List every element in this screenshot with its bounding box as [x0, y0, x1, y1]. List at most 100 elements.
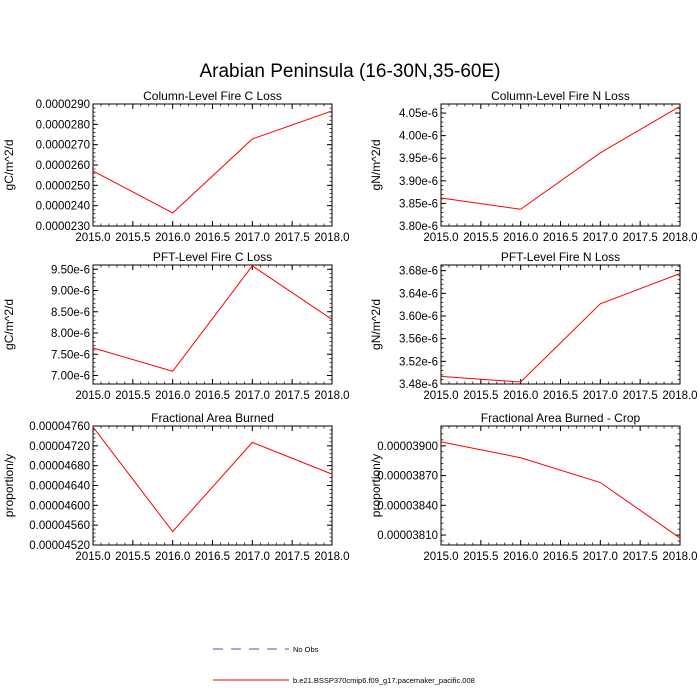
- legend-no-obs-label: No Obs: [293, 645, 319, 654]
- y-tick-label: 0.0000290: [36, 99, 90, 111]
- y-tick-label: 3.85e-6: [399, 198, 438, 210]
- x-tick-label: 2015.0: [75, 232, 110, 244]
- x-tick-label: 2016.0: [155, 232, 190, 244]
- panel-fractional-area-burned: Fractional Area Burned 2015.0 2015.5 2016.0…: [2, 411, 350, 563]
- x-tick-label: 2016.5: [195, 232, 230, 244]
- x-tick-label: 2018.0: [314, 390, 349, 402]
- figure-title: Arabian Peninsula (16-30N,35-60E): [199, 61, 500, 82]
- x-tick-label: 2015.0: [75, 390, 110, 402]
- y-tick-label: 8.50e-6: [51, 307, 90, 319]
- y-tick-label: 0.00003900: [377, 441, 438, 453]
- plot-frame: [440, 103, 681, 227]
- legend-model-label: b.e21.BSSP370cmip6.f09_g17.pacemaker_pac…: [293, 676, 475, 685]
- x-tick-label: 2015.0: [423, 232, 458, 244]
- plot-frame: [440, 425, 681, 546]
- x-tick-label: 2015.0: [423, 390, 458, 402]
- y-tick-label: 0.00004680: [29, 461, 90, 473]
- y-tick-label: 3.64e-6: [399, 288, 438, 300]
- panel-title: Column-Level Fire N Loss: [491, 89, 630, 103]
- legend: No Obs b.e21.BSSP370cmip6.f09_g17.pacema…: [213, 645, 475, 685]
- y-axis-label: gC/m^2/d: [2, 299, 16, 350]
- series-line: [440, 441, 681, 539]
- y-tick-label: 7.00e-6: [51, 371, 90, 383]
- panel-pft-fire-c-loss: PFT-Level Fire C Loss 2015.0 2015.5 2016.0 2…: [2, 250, 350, 402]
- panel-column-fire-c-loss: Column-Level Fire C Loss 2015.0 2015.5 2016…: [2, 89, 350, 244]
- y-axis-label: gN/m^2/d: [369, 140, 383, 191]
- x-tick-label: 2015.5: [115, 390, 150, 402]
- series-line: [92, 265, 333, 372]
- x-tick-label: 2017.5: [623, 390, 658, 402]
- y-tick-label: 0.0000260: [36, 160, 90, 172]
- series-line: [92, 110, 333, 214]
- panel-title: Fractional Area Burned - Crop: [481, 411, 641, 425]
- x-tick-label: 2015.5: [463, 390, 498, 402]
- x-tick-label: 2017.0: [583, 390, 618, 402]
- panel-title: PFT-Level Fire N Loss: [501, 250, 620, 264]
- x-tick-label: 2018.0: [314, 232, 349, 244]
- plot-frame: [92, 264, 333, 385]
- x-tick-label: 2016.5: [543, 551, 578, 563]
- panel-title: Column-Level Fire C Loss: [143, 89, 282, 103]
- x-tick-label: 2017.0: [235, 390, 270, 402]
- y-axis-label: gN/m^2/d: [369, 299, 383, 350]
- panel-title: PFT-Level Fire C Loss: [153, 250, 272, 264]
- y-tick-label: 0.0000240: [36, 201, 90, 213]
- y-axis-label: proportion/y: [369, 454, 383, 517]
- x-tick-label: 2016.0: [155, 390, 190, 402]
- x-tick-label: 2016.0: [503, 232, 538, 244]
- x-tick-label: 2017.0: [583, 551, 618, 563]
- x-tick-label: 2018.0: [662, 551, 697, 563]
- x-tick-label: 2016.0: [503, 551, 538, 563]
- y-tick-label: 0.00004720: [29, 441, 90, 453]
- x-tick-label: 2016.5: [195, 551, 230, 563]
- y-tick-label: 0.00003870: [377, 471, 438, 483]
- panel-fractional-area-burned-crop: Fractional Area Burned - Crop 2015.0 2015.…: [369, 411, 698, 563]
- y-tick-label: 4.00e-6: [399, 131, 438, 143]
- x-tick-label: 2015.5: [115, 551, 150, 563]
- x-tick-label: 2018.0: [314, 551, 349, 563]
- y-tick-label: 3.48e-6: [399, 379, 438, 391]
- y-axis-label: proportion/y: [2, 454, 16, 517]
- plot-frame: [440, 264, 681, 385]
- series-line: [440, 105, 681, 210]
- y-axis-label: gC/m^2/d: [2, 140, 16, 191]
- y-tick-label: 3.95e-6: [399, 153, 438, 165]
- y-tick-label: 3.80e-6: [399, 221, 438, 233]
- plot-frame: [92, 425, 333, 546]
- y-tick-label: 0.0000270: [36, 140, 90, 152]
- x-tick-label: 2017.5: [275, 232, 310, 244]
- y-tick-label: 0.0000250: [36, 180, 90, 192]
- x-tick-label: 2015.5: [115, 232, 150, 244]
- y-tick-label: 8.00e-6: [51, 328, 90, 340]
- y-tick-label: 7.50e-6: [51, 349, 90, 361]
- series-line: [440, 273, 681, 383]
- plot-frame: [92, 103, 333, 227]
- x-tick-label: 2015.5: [463, 551, 498, 563]
- panel-title: Fractional Area Burned: [151, 411, 274, 425]
- x-tick-label: 2017.5: [275, 390, 310, 402]
- x-tick-label: 2017.0: [235, 232, 270, 244]
- y-tick-label: 0.0000230: [36, 221, 90, 233]
- y-tick-label: 3.68e-6: [399, 266, 438, 278]
- x-tick-label: 2017.5: [275, 551, 310, 563]
- y-tick-label: 9.50e-6: [51, 264, 90, 276]
- y-tick-label: 0.00004600: [29, 500, 90, 512]
- y-tick-label: 0.00004520: [29, 540, 90, 552]
- y-tick-label: 0.00003840: [377, 500, 438, 512]
- x-tick-label: 2017.0: [583, 232, 618, 244]
- x-tick-label: 2016.0: [155, 551, 190, 563]
- y-tick-label: 0.00004640: [29, 481, 90, 493]
- x-tick-label: 2016.5: [195, 390, 230, 402]
- x-tick-label: 2015.0: [75, 551, 110, 563]
- x-tick-label: 2017.5: [623, 232, 658, 244]
- x-tick-label: 2016.5: [543, 232, 578, 244]
- x-tick-label: 2018.0: [662, 232, 697, 244]
- y-tick-label: 3.52e-6: [399, 356, 438, 368]
- y-tick-label: 3.56e-6: [399, 334, 438, 346]
- panel-column-fire-n-loss: Column-Level Fire N Loss 2015.0 2015.5 2016…: [369, 89, 698, 244]
- x-tick-label: 2015.5: [463, 232, 498, 244]
- x-tick-label: 2016.5: [543, 390, 578, 402]
- x-tick-label: 2018.0: [662, 390, 697, 402]
- x-tick-label: 2017.5: [623, 551, 658, 563]
